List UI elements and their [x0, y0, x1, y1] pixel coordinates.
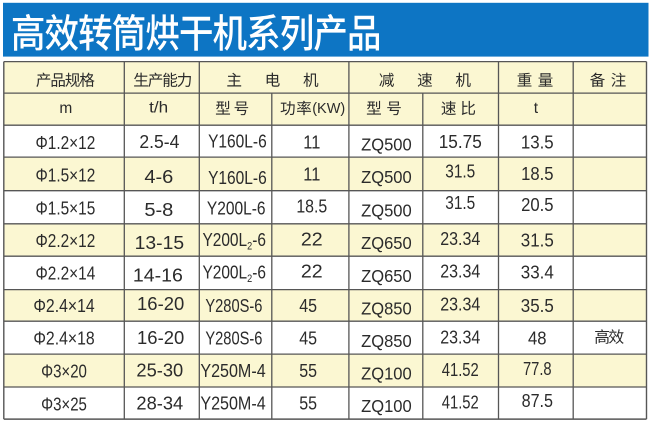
svg-text:13.5: 13.5 [521, 132, 554, 152]
svg-text:ZQ850: ZQ850 [361, 331, 412, 351]
svg-text:15.75: 15.75 [439, 132, 482, 152]
svg-text:25-30: 25-30 [136, 360, 183, 380]
svg-text:77.8: 77.8 [523, 359, 552, 379]
svg-text:ZQ850: ZQ850 [361, 299, 412, 319]
svg-text:ZQ650: ZQ650 [361, 233, 412, 253]
svg-text:Φ2.4×14: Φ2.4×14 [33, 296, 94, 316]
svg-text:18.5: 18.5 [296, 196, 327, 216]
svg-text:Φ2.2×14: Φ2.2×14 [36, 264, 96, 284]
svg-text:Y160L-6: Y160L-6 [208, 131, 267, 152]
svg-text:Y200L2-6: Y200L2-6 [202, 229, 266, 252]
svg-text:2.5-4: 2.5-4 [139, 132, 179, 152]
svg-text:ZQ500: ZQ500 [361, 134, 412, 154]
svg-text:11: 11 [303, 132, 320, 152]
svg-text:Y250M-4: Y250M-4 [200, 393, 265, 414]
svg-text:ZQ650: ZQ650 [361, 266, 412, 286]
svg-text:m: m [59, 100, 72, 117]
svg-text:Φ2.2×12: Φ2.2×12 [36, 231, 96, 251]
svg-text:33.4: 33.4 [521, 262, 554, 282]
svg-text:16-20: 16-20 [137, 294, 184, 314]
svg-text:45: 45 [299, 296, 317, 316]
svg-text:Φ3×20: Φ3×20 [41, 361, 87, 381]
svg-text:48: 48 [528, 328, 547, 348]
svg-text:Y200L2-6: Y200L2-6 [202, 262, 266, 285]
svg-text:(KW): (KW) [312, 101, 345, 117]
svg-text:Φ3×25: Φ3×25 [41, 395, 87, 415]
svg-text:13-15: 13-15 [135, 233, 184, 253]
svg-text:23.34: 23.34 [440, 327, 480, 347]
svg-text:45: 45 [299, 328, 317, 348]
svg-text:Y280S-6: Y280S-6 [205, 295, 262, 316]
svg-text:20.5: 20.5 [521, 195, 553, 215]
svg-text:35.5: 35.5 [521, 296, 554, 316]
svg-text:41.52: 41.52 [442, 392, 479, 412]
svg-text:Φ1.2×12: Φ1.2×12 [36, 133, 96, 153]
svg-text:ZQ500: ZQ500 [361, 167, 412, 187]
svg-text:5-8: 5-8 [144, 200, 173, 220]
svg-text:Φ1.5×15: Φ1.5×15 [36, 198, 96, 218]
svg-text:31.5: 31.5 [445, 193, 475, 213]
svg-text:Y280S-6: Y280S-6 [205, 327, 262, 348]
svg-text:41.52: 41.52 [442, 360, 479, 380]
svg-text:23.34: 23.34 [440, 229, 480, 249]
svg-text:22: 22 [301, 229, 323, 249]
svg-text:28-34: 28-34 [136, 393, 183, 413]
svg-text:Y160L-6: Y160L-6 [208, 167, 267, 188]
svg-text:23.34: 23.34 [440, 295, 480, 315]
svg-text:16-20: 16-20 [137, 328, 184, 348]
svg-text:23.34: 23.34 [440, 262, 480, 282]
svg-text:ZQ500: ZQ500 [361, 200, 412, 220]
svg-text:55: 55 [299, 393, 317, 413]
svg-text:Y200L-6: Y200L-6 [207, 198, 266, 219]
svg-text:55: 55 [299, 361, 317, 381]
svg-text:87.5: 87.5 [522, 391, 553, 411]
svg-text:Φ1.5×12: Φ1.5×12 [36, 166, 96, 186]
svg-text:t: t [534, 100, 539, 117]
svg-text:4-6: 4-6 [144, 167, 173, 187]
svg-text:31.5: 31.5 [521, 231, 554, 251]
svg-text:ZQ100: ZQ100 [361, 396, 412, 416]
svg-text:t/h: t/h [149, 100, 168, 117]
svg-text:ZQ100: ZQ100 [361, 364, 412, 384]
svg-text:Φ2.4×18: Φ2.4×18 [33, 329, 94, 349]
svg-text:Y250M-4: Y250M-4 [200, 360, 265, 381]
svg-text:22: 22 [301, 261, 323, 281]
svg-text:11: 11 [303, 164, 320, 184]
svg-text:14-16: 14-16 [133, 266, 183, 286]
svg-text:31.5: 31.5 [445, 162, 475, 182]
svg-text:18.5: 18.5 [521, 164, 553, 184]
